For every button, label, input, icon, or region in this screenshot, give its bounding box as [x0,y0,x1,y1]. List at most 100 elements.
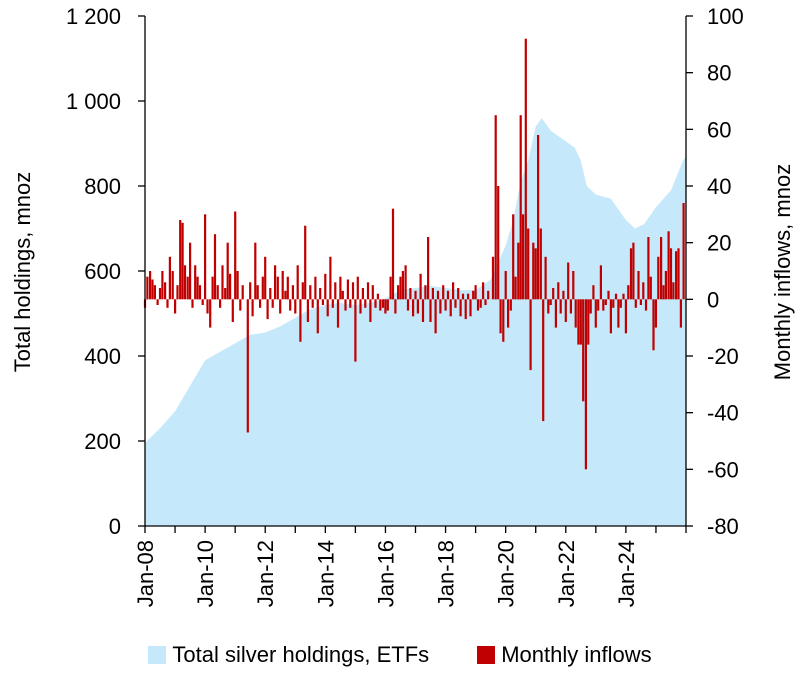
inflow-bar [186,276,189,300]
inflow-bar [376,293,379,300]
inflow-bar [174,299,177,314]
inflow-bar [527,228,530,300]
inflow-bar [231,299,234,322]
inflow-bar [617,299,620,328]
right-axis-tick-label: -20 [707,344,739,369]
inflow-bar [194,265,197,300]
inflow-bar [266,299,269,320]
inflow-bar [675,251,678,300]
inflow-bar [589,299,592,314]
inflow-bar [321,299,324,305]
inflow-bar [279,299,282,314]
inflow-bar [356,276,359,300]
legend-label-holdings: Total silver holdings, ETFs [172,642,430,667]
inflow-bar [624,299,627,334]
inflow-bar [397,285,400,300]
inflow-bar [679,299,682,328]
inflow-bar [284,290,287,300]
inflow-bar [582,299,585,402]
inflow-bar [306,299,309,322]
inflow-bar [236,271,239,300]
inflow-bar [446,290,450,300]
inflow-bar [532,242,535,300]
inflow-bar [504,271,507,300]
inflow-bar [634,299,637,308]
inflow-bar [391,208,395,300]
left-axis-title: Total holdings, mnoz [10,172,35,373]
inflow-bar [384,299,387,314]
inflow-bar [234,211,237,300]
tick-labels-layer: 0 200 400 600 800 1 000 1 200 -80 -60 -40 -20 0 20 40… [66,4,744,607]
inflow-bar [289,299,292,311]
inflow-bar [479,299,482,308]
inflow-bar [529,299,532,371]
inflow-bar [254,242,257,300]
inflow-bar [469,299,472,317]
inflow-bar [168,256,171,300]
inflow-bar [183,265,187,300]
inflow-bar [264,256,267,300]
inflow-bar [537,135,540,300]
inflow-bar [316,299,319,334]
inflow-bar [542,299,545,422]
inflow-bar [166,299,169,308]
inflow-bar [394,299,397,314]
inflow-bar [198,285,202,300]
x-axis-tick-label: Jan-20 [494,540,519,607]
inflow-bar [419,273,422,300]
inflow-bar [574,299,577,328]
inflow-bar [281,271,284,300]
inflow-bar [577,299,580,345]
inflow-bar [319,288,322,300]
inflow-bar [239,299,242,311]
legend-item-inflows: Monthly inflows [477,642,652,668]
legend-label-inflows: Monthly inflows [501,642,652,667]
x-axis-tick-label: Jan-08 [133,540,158,607]
inflow-bar [286,276,289,300]
inflow-bar [294,299,297,314]
inflow-bar [552,288,555,300]
inflow-bar [667,231,670,300]
inflow-bar [389,276,392,300]
inflow-bar [454,299,457,308]
inflow-bar [444,299,447,311]
inflow-bar [224,288,227,300]
inflow-bar [622,293,625,300]
inflow-bar [176,285,179,300]
x-axis-tick-label: Jan-16 [373,540,398,607]
x-axis-tick-label: Jan-12 [253,540,278,607]
right-axis-tick-label: 100 [707,4,744,29]
inflow-bar [371,285,374,300]
inflow-bar [472,290,475,300]
inflow-bar [484,299,487,305]
inflow-bar [509,299,512,311]
inflow-bar [361,288,364,300]
inflow-bar [547,299,550,314]
inflow-bar [301,282,304,300]
inflow-bar [474,285,477,300]
inflow-bar [457,288,460,300]
inflow-bar [171,271,174,300]
inflow-bar [156,299,159,305]
inflow-bar [314,276,317,300]
inflow-bar [146,276,149,300]
inflow-bar [487,290,490,300]
inflow-bar [346,279,349,300]
inflow-bar [379,299,382,311]
inflow-bar [682,203,685,300]
inflow-bar [597,299,600,311]
right-axis-tick-label: 60 [707,117,731,142]
inflow-bar [246,299,249,433]
inflow-bar [491,256,495,300]
legend-swatch-holdings [148,646,167,664]
inflow-bar [514,276,517,300]
inflow-bar [652,299,655,351]
inflow-bar [299,299,302,342]
inflow-bar [534,248,537,300]
x-axis-tick-label: Jan-22 [554,540,579,607]
inflow-bar [364,299,367,308]
inflow-bar [559,299,562,314]
inflow-bar [482,282,485,300]
inflow-bar [414,290,417,300]
inflow-bar [587,299,590,345]
